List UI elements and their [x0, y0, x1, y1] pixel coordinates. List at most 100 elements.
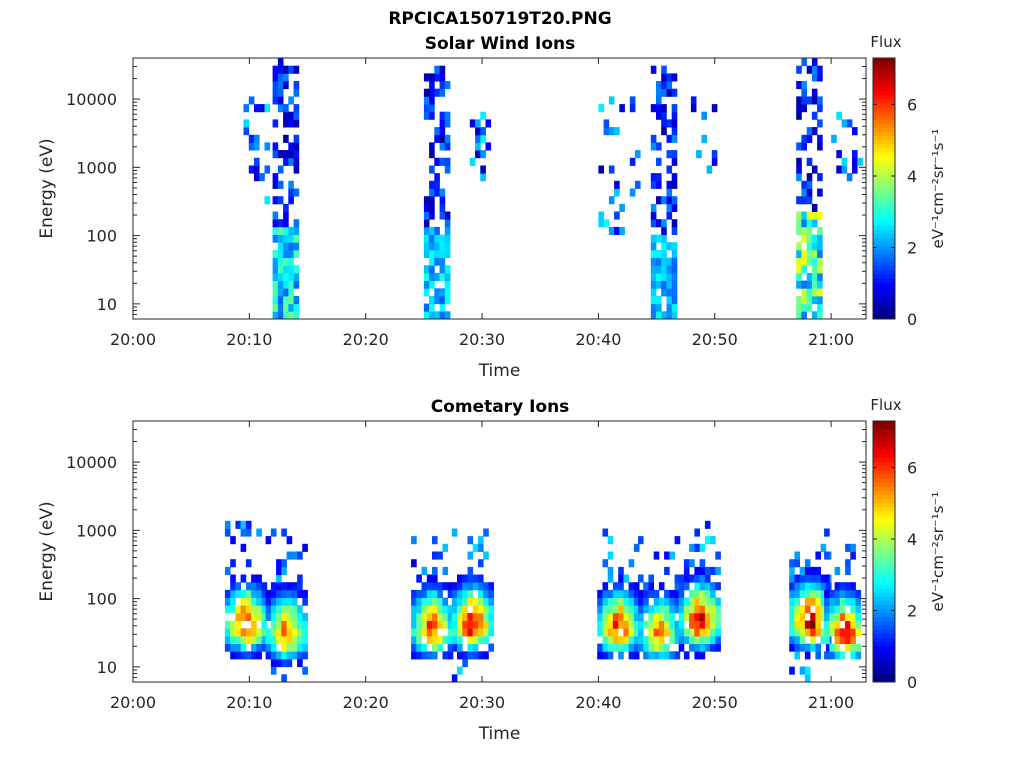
- flux-cell: [421, 620, 428, 629]
- flux-cell: [850, 628, 856, 637]
- flux-cell: [270, 659, 277, 668]
- flux-cell: [283, 288, 289, 297]
- colorbar-swatch: [873, 657, 895, 663]
- flux-cell: [678, 628, 685, 637]
- flux-cell: [432, 643, 438, 652]
- flux-cell: [820, 635, 827, 644]
- flux-cell: [457, 643, 463, 652]
- flux-cell: [272, 119, 279, 128]
- flux-cell: [801, 265, 807, 274]
- flux-cell: [789, 574, 795, 583]
- flux-cell: [451, 605, 458, 614]
- flux-cell: [286, 628, 293, 637]
- flux-cell: [618, 605, 624, 614]
- flux-cell: [661, 272, 667, 281]
- flux-cell: [434, 249, 440, 258]
- flux-cell: [817, 96, 823, 105]
- colorbar-swatch: [873, 314, 895, 320]
- flux-cell: [811, 96, 818, 105]
- flux-cell: [462, 582, 468, 591]
- flux-cell: [806, 272, 813, 281]
- flux-cell: [224, 605, 231, 614]
- flux-cell: [423, 226, 430, 235]
- flux-cell: [810, 597, 816, 606]
- colorbar-swatch: [873, 465, 895, 471]
- flux-cell: [286, 612, 293, 621]
- colorbar-swatch: [873, 164, 895, 169]
- flux-cell: [277, 165, 284, 174]
- flux-cell: [444, 219, 451, 228]
- flux-cell: [291, 612, 298, 621]
- x-tick-label: 20:50: [692, 693, 738, 712]
- flux-cell: [845, 612, 851, 621]
- flux-cell: [706, 165, 713, 174]
- flux-cell: [806, 242, 813, 251]
- flux-cell: [297, 643, 303, 652]
- flux-cell: [666, 165, 673, 174]
- flux-cell: [618, 620, 624, 629]
- flux-cell: [434, 173, 440, 182]
- flux-cell: [235, 612, 241, 621]
- flux-cell: [472, 597, 479, 606]
- flux-cell: [806, 96, 813, 105]
- colorbar-swatch: [873, 518, 895, 524]
- flux-cell: [804, 674, 811, 683]
- flux-cell: [614, 188, 620, 197]
- colorbar-swatch: [873, 58, 895, 63]
- flux-cell: [683, 559, 690, 568]
- flux-cell: [283, 257, 289, 266]
- flux-cell: [699, 589, 706, 598]
- flux-cell: [811, 288, 818, 297]
- flux-cell: [671, 203, 678, 212]
- flux-cell: [272, 219, 279, 228]
- colorbar-swatch: [873, 624, 895, 630]
- flux-cell: [845, 620, 851, 629]
- flux-cell: [829, 605, 835, 614]
- flux-cell: [810, 589, 816, 598]
- flux-cell: [658, 605, 665, 614]
- flux-cell: [683, 566, 690, 575]
- flux-cell: [256, 628, 262, 637]
- flux-cell: [286, 659, 293, 668]
- flux-cell: [447, 635, 454, 644]
- flux-cell: [411, 605, 417, 614]
- colorbar-swatch: [873, 282, 895, 287]
- colorbar-swatch: [873, 94, 895, 100]
- colorbar-swatch: [873, 608, 895, 614]
- flux-cell: [467, 597, 474, 606]
- flux-cell: [628, 635, 635, 644]
- y-tick-label: 10: [97, 658, 117, 677]
- flux-cell: [444, 296, 451, 305]
- flux-cell: [291, 628, 298, 637]
- colorbar-swatch: [873, 551, 895, 557]
- x-axis-label: Time: [478, 724, 521, 744]
- flux-cell: [602, 612, 609, 621]
- flux-cell: [607, 574, 614, 583]
- flux-cell: [272, 180, 279, 189]
- flux-cell: [488, 597, 494, 606]
- flux-cell: [815, 551, 821, 560]
- flux-cell: [661, 73, 667, 82]
- flux-cell: [265, 612, 272, 621]
- flux-cell: [598, 219, 604, 228]
- flux-cell: [638, 597, 644, 606]
- colorbar-frame: [872, 420, 896, 683]
- flux-cell: [839, 635, 846, 644]
- flux-cell: [272, 303, 279, 312]
- flux-cell: [669, 551, 675, 560]
- flux-cell: [801, 219, 807, 228]
- flux-cell: [612, 589, 619, 598]
- flux-cell: [245, 559, 252, 568]
- flux-cell: [439, 81, 446, 90]
- flux-cell: [824, 620, 830, 629]
- flux-cell: [467, 635, 474, 644]
- flux-cell: [426, 605, 433, 614]
- flux-cell: [439, 265, 446, 274]
- flux-cell: [852, 157, 858, 166]
- flux-cell: [618, 582, 624, 591]
- flux-cell: [850, 651, 856, 660]
- flux-cell: [256, 582, 262, 591]
- flux-cell: [653, 635, 660, 644]
- flux-cell: [439, 311, 446, 320]
- flux-cell: [437, 605, 443, 614]
